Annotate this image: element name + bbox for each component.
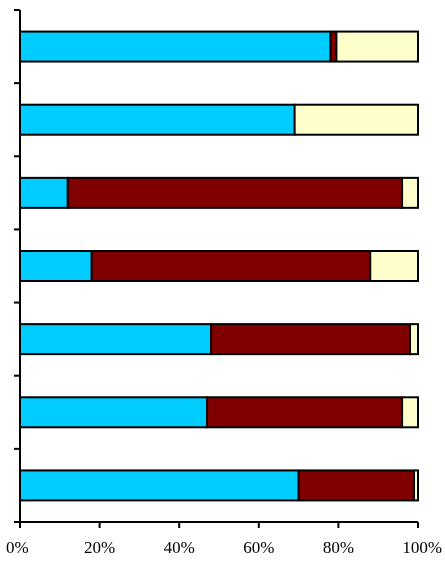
axes-group	[19, 10, 418, 523]
x-tick-label: 0%	[6, 538, 29, 557]
x-tick-labels: 0% 20% 40% 60% 80% 100%	[6, 538, 442, 557]
x-tick-label: 100%	[402, 538, 442, 557]
bar-segment-4-2	[90, 250, 372, 282]
bar-segment-5-2	[210, 323, 412, 356]
bar-segment-4-3	[369, 250, 419, 282]
bar-segment-7-1	[19, 469, 300, 502]
ticks-group	[14, 9, 419, 528]
bar-segment-5-1	[19, 323, 213, 356]
bar-segment-6-2	[206, 396, 404, 429]
bar-segment-7-2	[297, 469, 416, 502]
bars-group	[19, 30, 420, 502]
bar-segment-2-1	[19, 103, 296, 136]
bar-segment-6-3	[401, 396, 419, 429]
bar-segment-1-1	[19, 30, 332, 63]
bar-segment-5-3	[409, 323, 420, 356]
bar-segment-3-3	[401, 176, 419, 209]
x-tick-label: 80%	[323, 538, 354, 557]
bar-segment-2-3	[293, 103, 419, 136]
bar-segment-3-2	[66, 176, 404, 209]
bar-segment-7-3	[413, 469, 419, 502]
bar-segment-3-1	[19, 176, 69, 209]
x-tick-label: 40%	[164, 538, 195, 557]
x-tick-label: 20%	[84, 538, 115, 557]
x-tick-label: 60%	[243, 538, 274, 557]
bar-segment-1-3	[335, 30, 419, 63]
bar-segment-6-1	[19, 396, 209, 429]
bar-segment-4-1	[19, 250, 93, 282]
